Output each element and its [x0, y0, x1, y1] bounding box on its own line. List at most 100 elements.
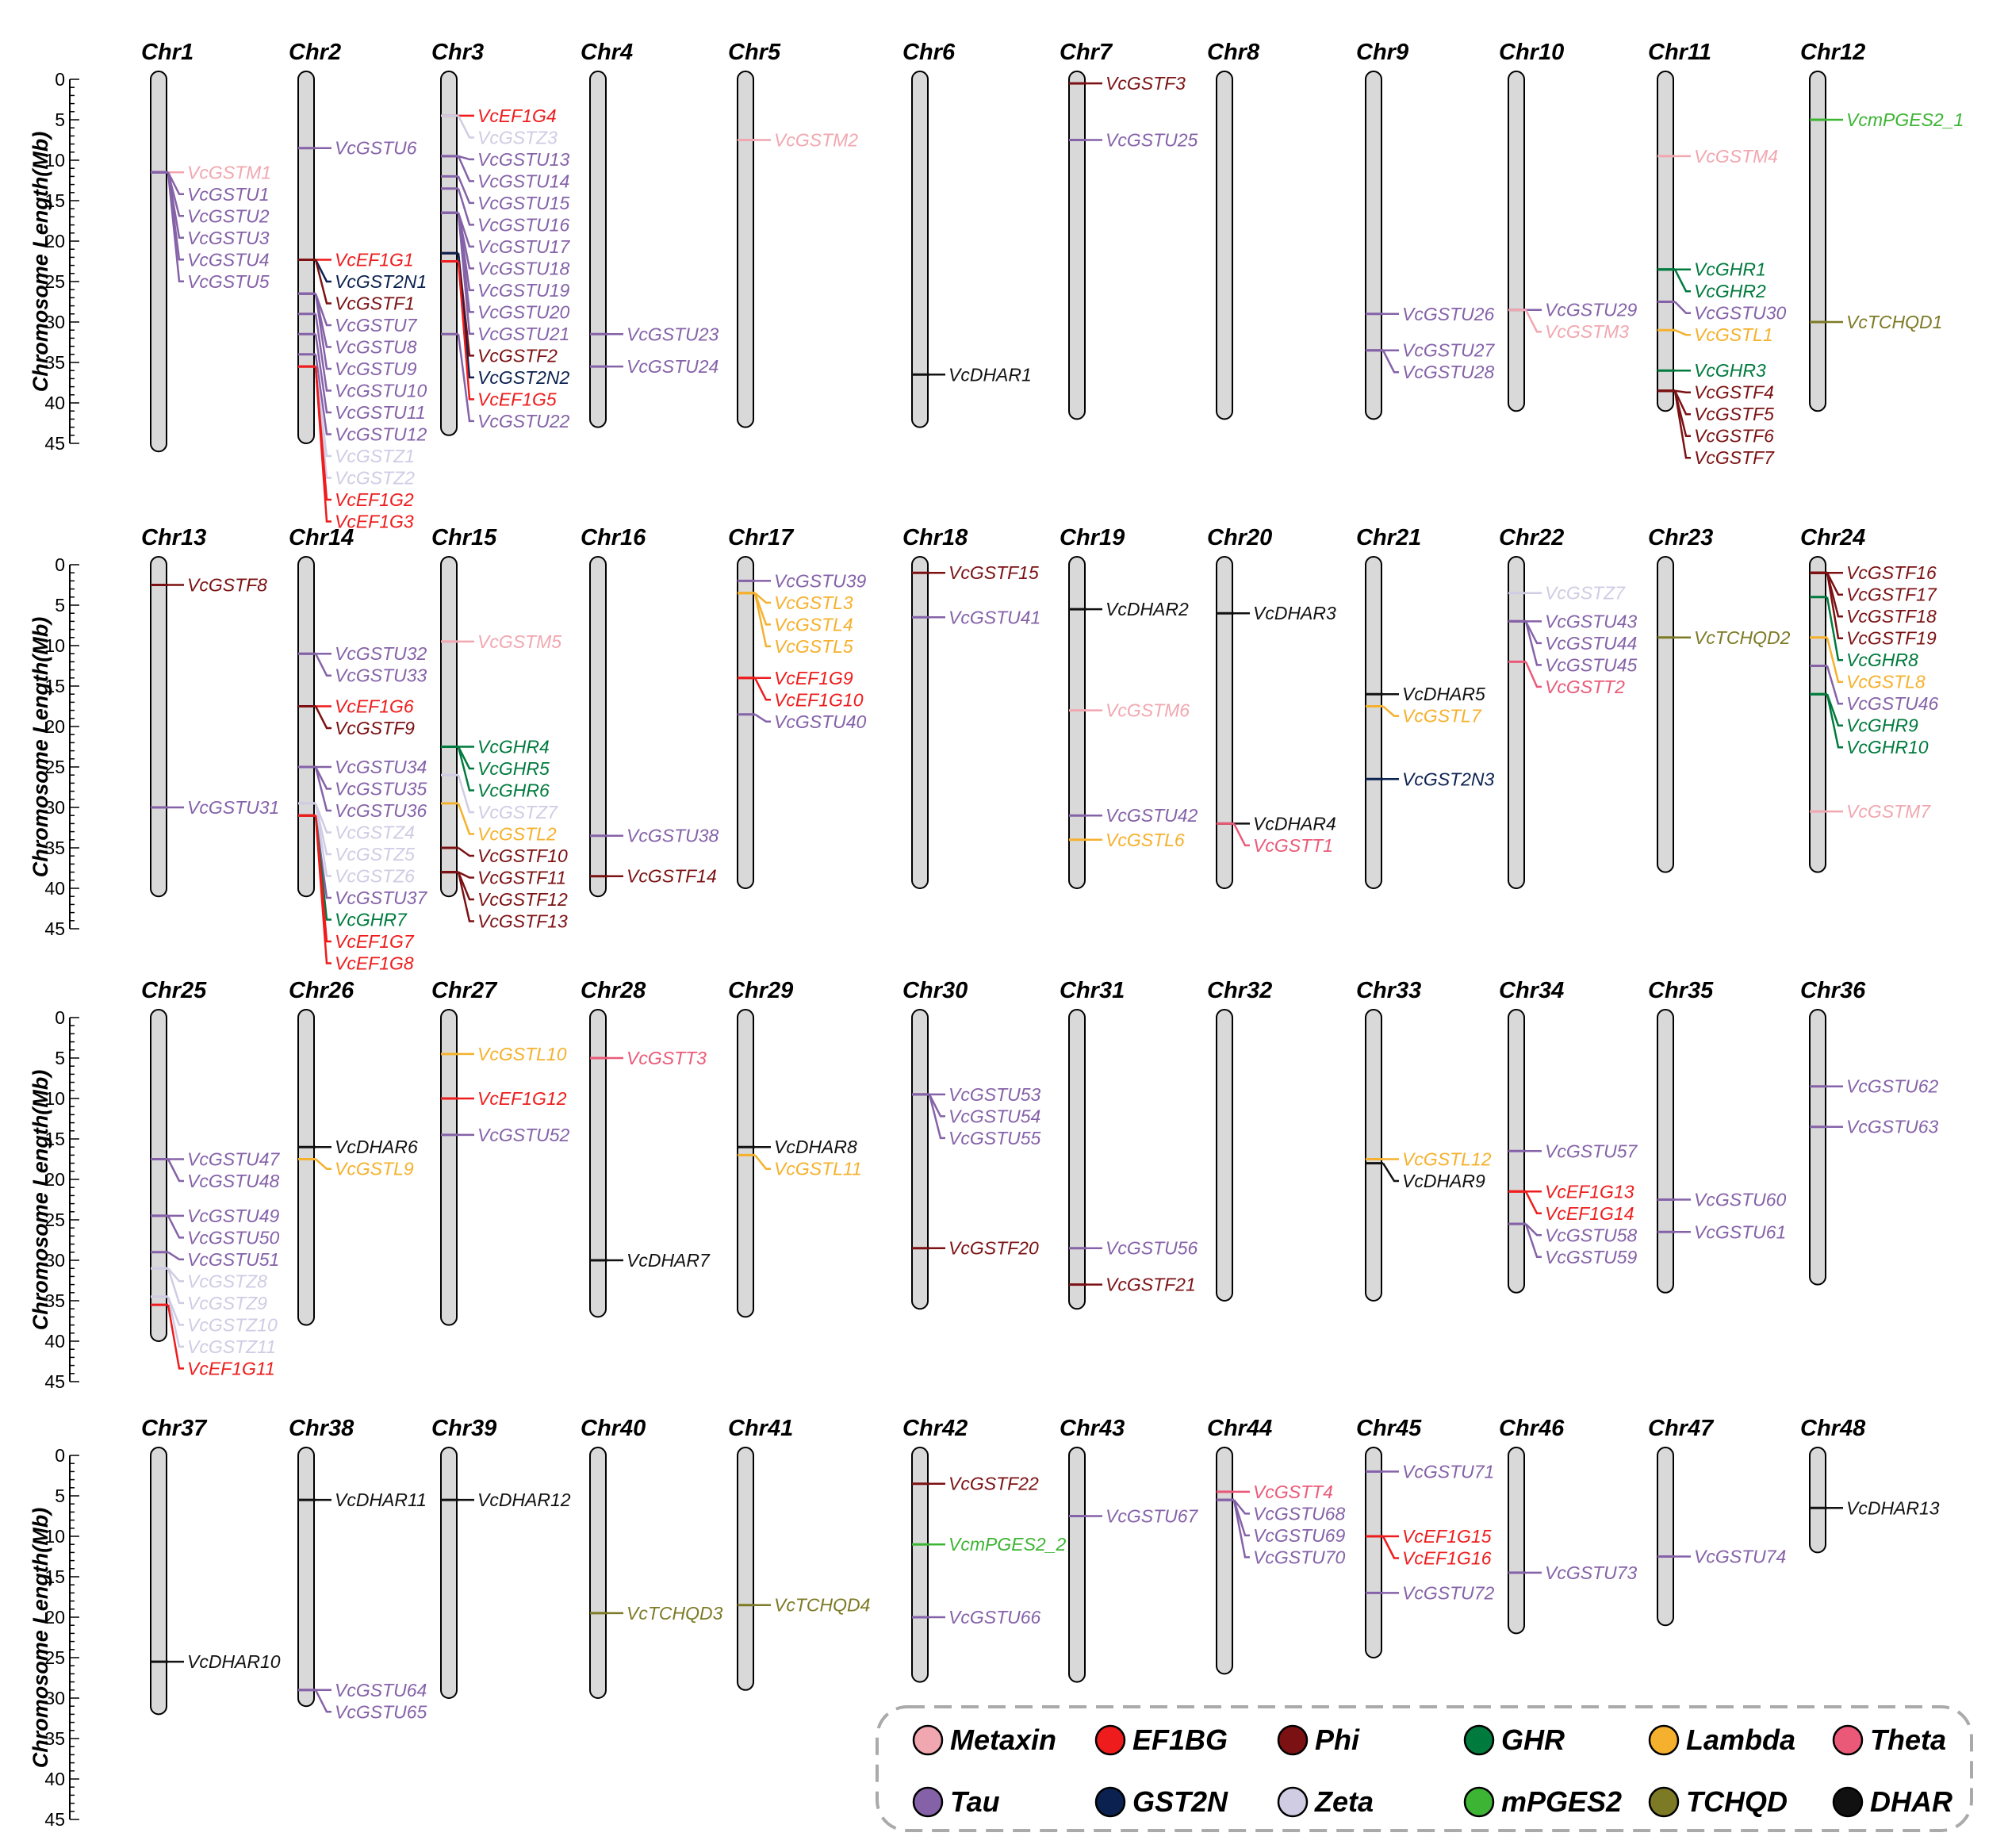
legend-swatch	[1465, 1788, 1493, 1816]
gene-label: VcGSTU64	[335, 1680, 427, 1700]
gene-label: VcGSTU26	[1402, 304, 1495, 324]
gene-label: VcGSTM2	[774, 130, 858, 151]
legend-item-ghr: GHR	[1465, 1723, 1565, 1756]
chromosome-bar	[1217, 557, 1232, 888]
gene-label: VcGSTF12	[477, 889, 568, 910]
gene-label: VcEF1G2	[335, 489, 414, 510]
gene-connector	[168, 1216, 184, 1238]
gene-label: VcDHAR7	[627, 1250, 711, 1271]
chromosomes-layer: Chr1VcGSTM1VcGSTU1VcGSTU2VcGSTU3VcGSTU4V…	[141, 40, 1964, 1722]
gene-label: VcGHR4	[477, 737, 550, 757]
gene-connector	[1383, 1164, 1399, 1181]
gene-label: VcGSTL4	[774, 614, 853, 635]
gene-label: VcGHR5	[477, 758, 550, 779]
chromosome-bar	[1366, 1447, 1381, 1658]
chromosome-chr30: Chr30VcGSTU53VcGSTU54VcGSTU55VcGSTF20	[902, 978, 1041, 1309]
chromosome-label: Chr14	[289, 525, 354, 550]
gene-label: VcGSTU73	[1545, 1562, 1638, 1583]
legend-swatch	[1650, 1726, 1678, 1754]
chromosome-label: Chr30	[902, 978, 968, 1003]
gene-label: VcDHAR12	[477, 1490, 571, 1510]
gene-label: VcGSTU22	[477, 411, 570, 431]
gene-label: VcTCHQD1	[1846, 312, 1942, 332]
chromosome-map: 051015202530354045Chromosome Length(Mb)0…	[0, 0, 2008, 1848]
gene-vcdhar1: VcDHAR1	[912, 364, 1032, 385]
gene-label: VcGSTU57	[1545, 1141, 1638, 1161]
gene-label: VcGSTM6	[1106, 700, 1190, 721]
chromosome-label: Chr5	[728, 40, 781, 65]
gene-vcgstu30: VcGSTU30	[1657, 302, 1787, 324]
gene-label: VcGST2N2	[477, 367, 570, 388]
gene-connector	[1675, 302, 1691, 313]
gene-label: VcDHAR5	[1402, 684, 1485, 704]
gene-vcgstu25: VcGSTU25	[1069, 130, 1198, 151]
chromosome-bar	[1069, 71, 1085, 419]
chromosome-chr24: Chr24VcGSTF16VcGSTF17VcGSTF18VcGSTF19VcG…	[1800, 525, 1939, 872]
chromosome-label: Chr24	[1800, 525, 1865, 550]
gene-vcgstu32: VcGSTU32	[298, 643, 427, 664]
gene-vctchqd3: VcTCHQD3	[590, 1603, 723, 1624]
gene-vcgst2n3: VcGST2N3	[1366, 769, 1495, 789]
gene-label: VcDHAR6	[335, 1137, 418, 1157]
gene-label: VcGSTU25	[1106, 130, 1198, 151]
gene-label: VcGSTZ1	[335, 446, 415, 466]
chromosome-bar	[590, 1447, 606, 1698]
gene-label: VcTCHQD3	[627, 1603, 723, 1624]
gene-label: VcGSTU49	[187, 1206, 280, 1226]
chromosome-bar	[151, 1447, 167, 1714]
chromosome-chr8: Chr8	[1207, 40, 1260, 419]
gene-label: VcDHAR1	[948, 364, 1032, 385]
chromosome-label: Chr34	[1499, 978, 1564, 1003]
gene-label: VcGSTZ4	[335, 822, 415, 843]
gene-vcgstu51: VcGSTU51	[151, 1249, 279, 1270]
chromosome-chr5: Chr5 VcGSTM2	[728, 40, 858, 427]
gene-label: VcEF1G1	[335, 249, 414, 270]
axes-layer: 051015202530354045Chromosome Length(Mb)0…	[29, 69, 79, 1830]
gene-label: VcGSTU70	[1253, 1547, 1346, 1567]
gene-label: VcGSTM5	[477, 631, 561, 652]
gene-vcgstf20: VcGSTF20	[912, 1238, 1039, 1259]
chromosome-chr4: Chr4VcGSTU23VcGSTU24	[581, 40, 719, 427]
gene-label: VcGSTL10	[477, 1044, 567, 1064]
gene-label: VcEF1G8	[335, 953, 414, 974]
chromosome-bar	[1069, 1447, 1085, 1682]
chromosome-chr3: Chr3VcEF1G4VcGSTZ3VcGSTU13VcGSTU14VcGSTU…	[431, 40, 571, 435]
gene-label: VcGSTT3	[627, 1048, 707, 1068]
chromosome-chr13: Chr13VcGSTF8VcGSTU31	[141, 525, 279, 896]
tick-label: 5	[55, 109, 65, 130]
gene-label: VcGSTF22	[948, 1474, 1039, 1494]
gene-vcgstu72: VcGSTU72	[1366, 1582, 1495, 1603]
legend-swatch	[1278, 1726, 1307, 1754]
gene-label: VcGSTL11	[774, 1159, 862, 1179]
chromosome-chr9: Chr9VcGSTU26VcGSTU27VcGSTU28	[1356, 40, 1496, 419]
gene-vcef1g12: VcEF1G12	[441, 1088, 567, 1109]
gene-label: VcGSTU63	[1846, 1117, 1939, 1137]
gene-label: VcGSTU54	[948, 1106, 1040, 1126]
chromosome-bar	[738, 1447, 753, 1690]
gene-label: VcGSTU44	[1545, 633, 1637, 654]
chromosome-chr43: Chr43VcGSTU67	[1060, 1416, 1199, 1682]
tick-label: 40	[44, 393, 65, 413]
chromosome-chr35: Chr35VcGSTU60VcGSTU61	[1648, 978, 1787, 1293]
gene-vcdhar5: VcDHAR5	[1366, 684, 1485, 704]
gene-label: VcGSTU48	[187, 1171, 280, 1191]
gene-label: VcGSTU20	[477, 301, 570, 322]
gene-vctchqd1: VcTCHQD1	[1810, 312, 1942, 332]
legend-label: Metaxin	[950, 1723, 1056, 1756]
legend-item-gst2n: GST2N	[1096, 1785, 1228, 1818]
gene-label: VcEF1G9	[774, 668, 853, 688]
gene-label: VcEF1G6	[335, 696, 414, 717]
chromosome-bar	[298, 557, 314, 896]
chromosome-chr41: Chr41VcTCHQD4	[728, 1416, 870, 1690]
gene-connector	[316, 1690, 331, 1712]
gene-label: VcGSTU13	[477, 149, 570, 170]
gene-vcgstu60: VcGSTU60	[1657, 1190, 1787, 1210]
gene-vcgstl11: VcGSTL11	[738, 1155, 862, 1179]
gene-label: VcGSTU2	[187, 205, 270, 226]
gene-label: VcEF1G5	[477, 389, 557, 409]
gene-vcgstu29: VcGSTU29	[1508, 300, 1638, 320]
chromosome-bar	[1366, 557, 1381, 888]
gene-label: VcGSTU58	[1545, 1225, 1638, 1245]
gene-label: VcGSTF9	[335, 718, 415, 738]
chromosome-chr32: Chr32	[1207, 978, 1272, 1301]
